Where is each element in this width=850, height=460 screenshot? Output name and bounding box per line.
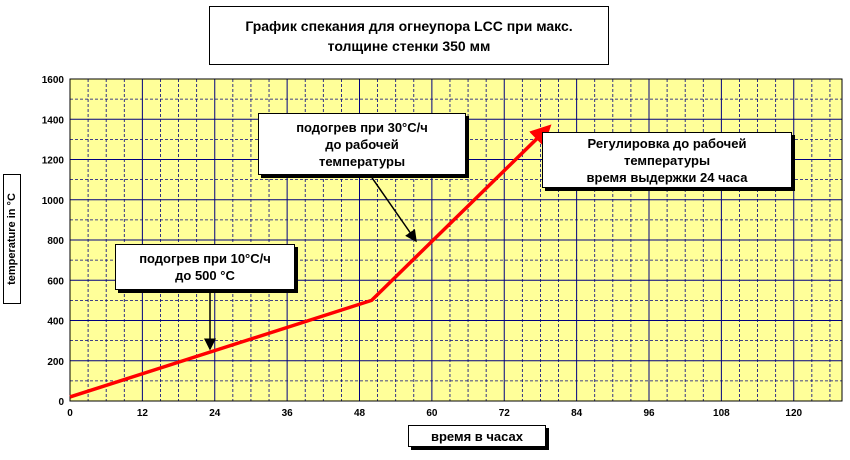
x-tick-label: 48 — [354, 408, 366, 419]
y-tick-label: 800 — [47, 236, 64, 247]
x-tick-label: 96 — [643, 408, 655, 419]
chart-title-line-2: толщине стенки 350 мм — [327, 37, 491, 54]
y-tick-label: 600 — [47, 276, 64, 287]
annotation-regulation: Регулировка до рабочей температуры время… — [542, 132, 792, 188]
annotation-heating-10: подогрев при 10°C/ч до 500 °C — [115, 244, 295, 290]
x-tick-label: 60 — [426, 408, 438, 419]
chart-title: График спекания для огнеупора LCC при ма… — [209, 6, 609, 65]
y-tick-label: 400 — [47, 317, 64, 328]
plot-border — [69, 78, 843, 402]
y-tick-label: 200 — [47, 357, 64, 368]
annotation-arrow — [367, 171, 417, 243]
chart-title-line-1: График спекания для огнеупора LCC при ма… — [245, 17, 573, 34]
y-tick-label: 0 — [58, 397, 64, 408]
x-tick-label: 120 — [785, 408, 802, 419]
y-tick-label: 1600 — [42, 75, 65, 86]
annotation-line: до 500 °C — [175, 268, 235, 283]
y-tick-label: 1200 — [42, 156, 65, 167]
annotation-line: подогрев при 10°C/ч — [139, 251, 271, 266]
annotation-line: подогрев при 30°C/ч — [296, 119, 428, 135]
x-tick-label: 84 — [571, 408, 583, 419]
x-tick-label: 72 — [499, 408, 511, 419]
annotation-heating-30: подогрев при 30°C/ч до рабочей температу… — [258, 113, 466, 175]
annotation-line: температуры — [623, 152, 711, 168]
x-axis-label: время в часах — [408, 425, 546, 447]
y-tick-label: 1000 — [42, 196, 65, 207]
x-tick-label: 24 — [209, 408, 221, 419]
annotation-line: Регулировка до рабочей — [587, 135, 747, 151]
y-tick-label: 1400 — [42, 115, 65, 126]
annotation-line: время выдержки 24 часа — [586, 169, 748, 185]
x-tick-label: 0 — [67, 408, 73, 419]
annotation-line: до рабочей — [325, 136, 399, 152]
x-tick-label: 108 — [713, 408, 730, 419]
x-tick-label: 36 — [282, 408, 294, 419]
x-tick-label: 12 — [137, 408, 149, 419]
y-axis-label: temperature in °C — [3, 174, 21, 304]
annotation-line: температуры — [318, 153, 406, 169]
